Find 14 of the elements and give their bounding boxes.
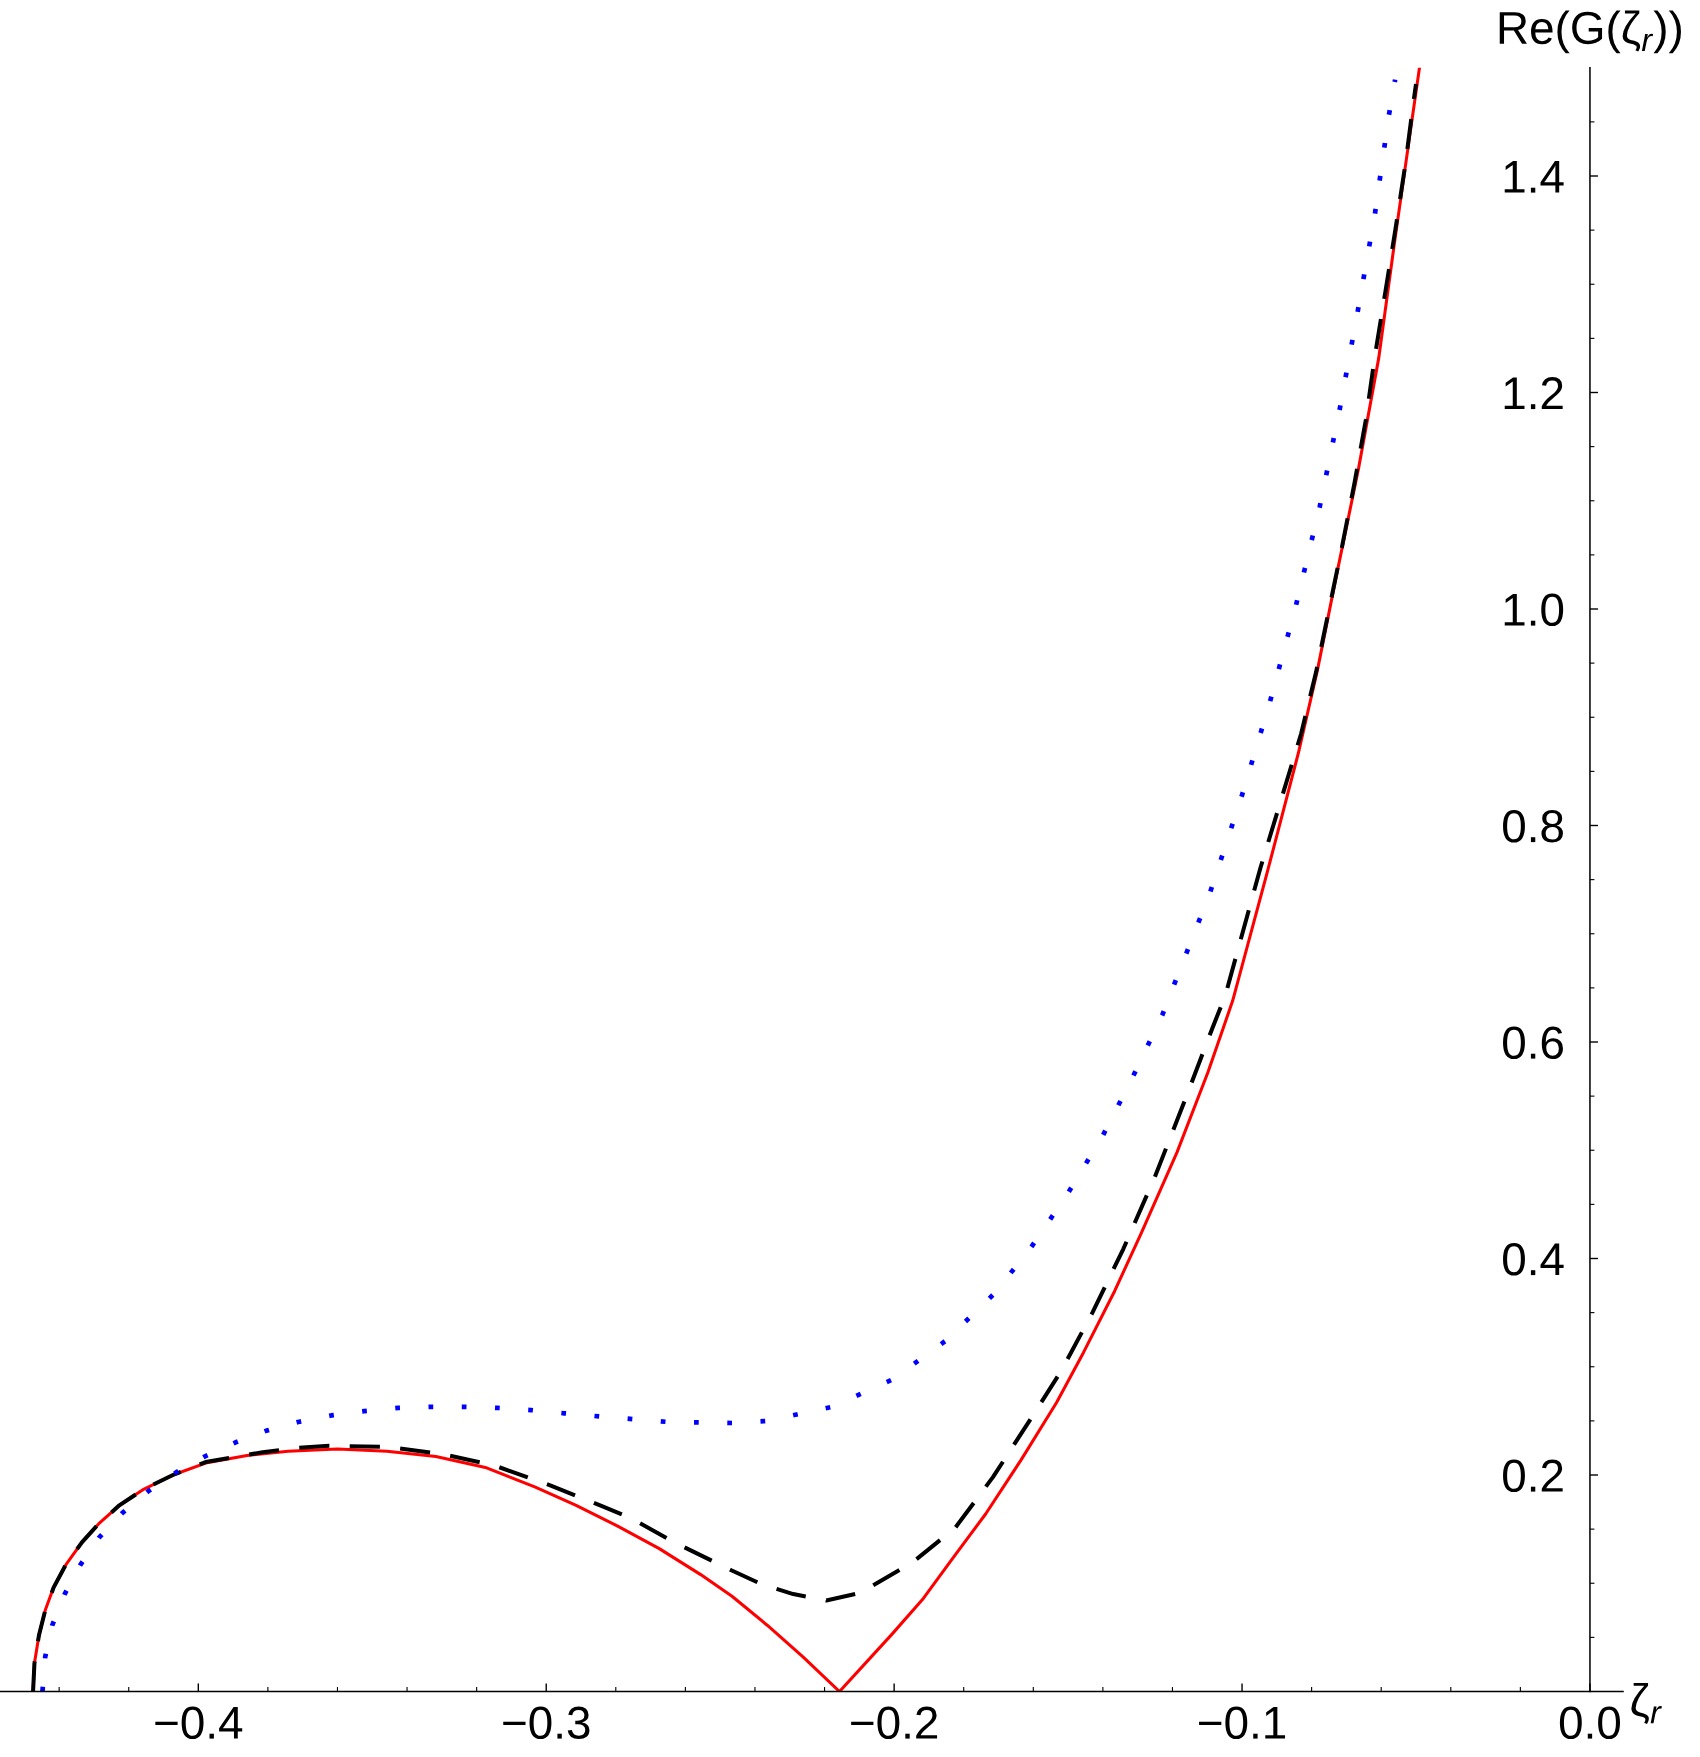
x-tick-label: −0.4 [155,1706,243,1740]
y-tick-label: 0.8 [1503,810,1563,843]
x-tick-label: 0.0 [1559,1706,1621,1740]
y-tick-label: 1.0 [1504,593,1564,627]
x-tick-label: −0.3 [503,1706,590,1740]
x-tick-label: −0.2 [851,1706,938,1740]
y-axis-title: Re(G(ζ$_{r}$)) [1499,10,1681,54]
y-tick-label: 1.2 [1504,377,1563,410]
y-tick-label: 0.2 [1503,1459,1563,1493]
y-tick-label: 0.4 [1503,1243,1564,1276]
y-tick-label: 0.6 [1503,1026,1563,1060]
x-tick-label: −0.1 [1199,1706,1286,1740]
y-tick-label: 1.4 [1504,161,1564,193]
x-axis-title: ζ$_{r}$ [1631,1682,1662,1724]
